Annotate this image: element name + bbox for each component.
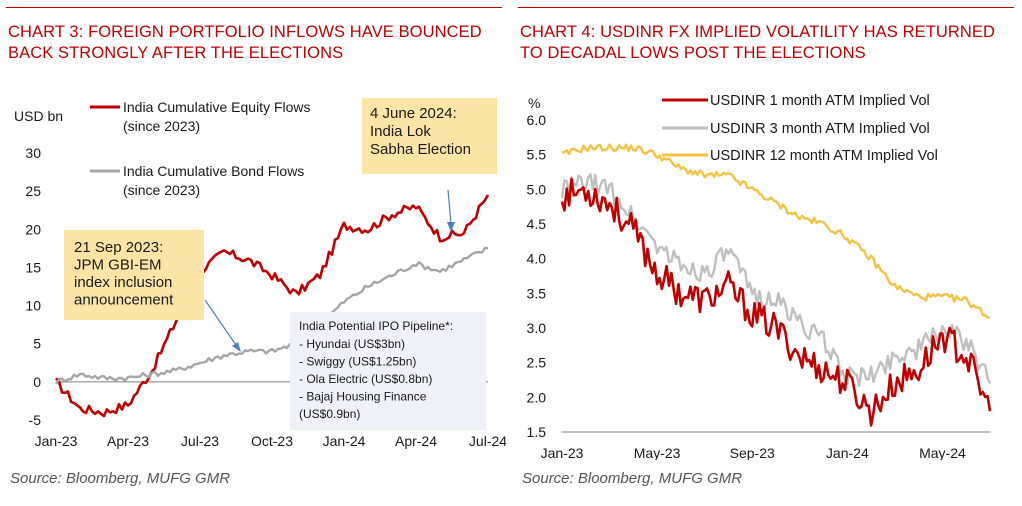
y-tick-label: 5.0 bbox=[527, 181, 547, 197]
x-tick-label: Jul-24 bbox=[469, 433, 506, 449]
legend-label: USDINR 3 month ATM Implied Vol bbox=[710, 121, 930, 137]
y-tick-label: 2.5 bbox=[527, 355, 547, 371]
x-tick-label: Jan-23 bbox=[541, 445, 584, 460]
callout-text-election: 4 June 2024: bbox=[370, 105, 457, 122]
x-tick-label: May-24 bbox=[919, 445, 966, 460]
callout-arrow bbox=[204, 299, 239, 349]
title-rule bbox=[518, 7, 1014, 8]
bond-flows-line bbox=[54, 246, 489, 385]
callout-arrow-head bbox=[447, 222, 455, 232]
x-tick-label: Jan-23 bbox=[35, 433, 78, 449]
y-tick-label: 3.5 bbox=[527, 285, 547, 301]
callout-box-gbi-em bbox=[64, 230, 204, 320]
y-tick-label: 2.0 bbox=[527, 389, 547, 405]
x-tick-label: Jan-24 bbox=[323, 433, 366, 449]
y-tick-label: 1.5 bbox=[527, 424, 547, 440]
y-tick-label: 30 bbox=[25, 145, 41, 161]
vol-line-chart: %6.0 5.5 5.0 4.5 4.0 3.5 3.0 2.5 2.0 1.5 Jan-23 May… bbox=[527, 93, 992, 460]
ipo-pipeline-item: - Hyundai (US$3bn) bbox=[299, 337, 405, 351]
ipo-pipeline-item: (US$0.9bn) bbox=[299, 407, 360, 421]
ipo-pipeline-item: - Swiggy (US$1.25bn) bbox=[299, 355, 416, 369]
y-tick-label: -5 bbox=[29, 412, 42, 428]
legend-label: (since 2023) bbox=[123, 182, 200, 198]
callout-text-gbi-em: JPM GBI-EM bbox=[74, 257, 162, 274]
callout-text-gbi-em: index inclusion bbox=[74, 274, 172, 291]
y-axis-label: % bbox=[528, 95, 540, 111]
legend-label: USDINR 12 month ATM Implied Vol bbox=[710, 148, 938, 164]
legend-label: USDINR 1 month ATM Implied Vol bbox=[710, 93, 930, 109]
vol-12m-line bbox=[561, 143, 991, 319]
y-tick-label: 5 bbox=[33, 336, 41, 352]
y-tick-label: 20 bbox=[25, 221, 41, 237]
chart-panel-implied-vol: CHART 4: USDINR FX IMPLIED VOLATILITY HA… bbox=[512, 0, 1018, 506]
x-tick-label: Jul-23 bbox=[181, 433, 219, 449]
x-tick-label: May-23 bbox=[634, 445, 681, 460]
y-tick-label: 5.5 bbox=[527, 147, 547, 163]
callout-text-gbi-em: announcement bbox=[74, 292, 174, 309]
chart-source: Source: Bloomberg, MUFG GMR bbox=[10, 470, 231, 487]
y-tick-label: 4.5 bbox=[527, 216, 547, 232]
y-tick-label: 4.0 bbox=[527, 251, 547, 267]
chart-title: CHART 3: FOREIGN PORTFOLIO INFLOWS HAVE … bbox=[8, 23, 482, 62]
legend-label: India Cumulative Equity Flows bbox=[123, 99, 311, 115]
x-tick-label: Jan-24 bbox=[826, 445, 869, 460]
flows-line-chart: USD bn 30 25 20 15 10 5 0 -5 Jan-23 Apr-23 Jul-23 Oc… bbox=[14, 98, 506, 449]
chart-source: Source: Bloomberg, MUFG GMR bbox=[522, 470, 743, 487]
title-rule bbox=[6, 7, 502, 8]
chart-panel-foreign-inflows: CHART 3: FOREIGN PORTFOLIO INFLOWS HAVE … bbox=[0, 0, 506, 506]
y-axis-label: USD bn bbox=[14, 108, 63, 124]
callout-box-election bbox=[362, 98, 497, 174]
ipo-pipeline-heading: India Potential IPO Pipeline*: bbox=[299, 319, 453, 333]
ipo-pipeline-item: - Bajaj Housing Finance bbox=[299, 390, 427, 404]
ipo-pipeline-item: - Ola Electric (US$0.8bn) bbox=[299, 372, 432, 386]
legend-label: India Cumulative Bond Flows bbox=[123, 163, 304, 179]
x-tick-label: Apr-23 bbox=[107, 433, 149, 449]
callout-text-gbi-em: 21 Sep 2023: bbox=[74, 239, 163, 256]
callout-arrow-head bbox=[232, 342, 241, 352]
y-tick-label: 15 bbox=[25, 259, 41, 275]
y-tick-label: 25 bbox=[25, 183, 41, 199]
legend-label: (since 2023) bbox=[123, 118, 200, 134]
callout-arrow bbox=[447, 189, 452, 225]
y-tick-label: 6.0 bbox=[527, 112, 547, 128]
ipo-pipeline-box bbox=[290, 312, 486, 430]
x-tick-label: Oct-23 bbox=[251, 433, 293, 449]
callout-text-election: India Lok bbox=[370, 123, 431, 140]
chart-title: CHART 4: USDINR FX IMPLIED VOLATILITY HA… bbox=[520, 23, 996, 62]
vol-1m-line bbox=[560, 177, 992, 427]
callout-text-election: Sabha Election bbox=[370, 141, 471, 158]
y-tick-label: 0 bbox=[33, 374, 41, 390]
x-tick-label: Apr-24 bbox=[395, 433, 437, 449]
equity-flows-line bbox=[55, 194, 490, 418]
x-tick-label: Sep-23 bbox=[730, 445, 775, 460]
y-tick-label: 3.0 bbox=[527, 320, 547, 336]
y-tick-label: 10 bbox=[25, 298, 41, 314]
